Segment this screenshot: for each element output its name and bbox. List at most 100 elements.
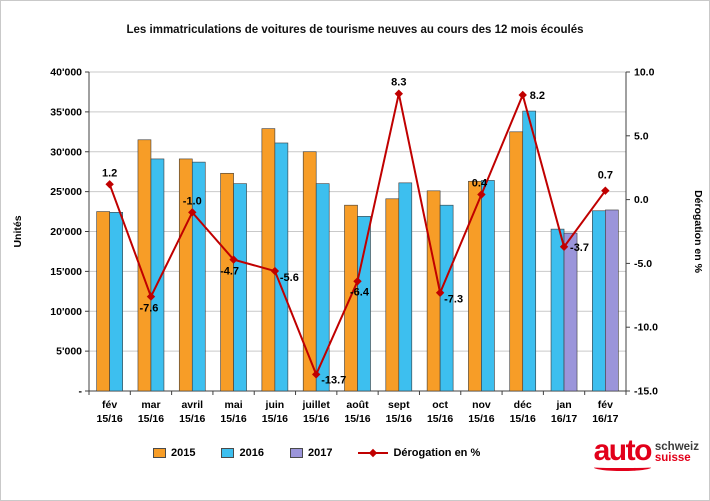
left-axis-title: Unités xyxy=(12,215,24,247)
legend-swatch-2017 xyxy=(289,448,303,458)
logo-underline-swoosh xyxy=(593,466,651,471)
category-label-period: 15/16 xyxy=(220,413,246,425)
bar-2016 xyxy=(315,183,330,392)
right-tick-label: -5.0 xyxy=(634,258,652,270)
left-tick-label: - xyxy=(79,386,83,398)
left-tick-label: 25'000 xyxy=(50,186,82,198)
line-data-label: -7.6 xyxy=(139,303,158,315)
bar-2016 xyxy=(274,142,289,392)
logo-schweiz: schweiz xyxy=(654,441,699,453)
category-label-period: 15/16 xyxy=(386,413,412,425)
legend-line-marker xyxy=(358,448,389,458)
category-label-month: juillet xyxy=(301,399,330,411)
logo-word-wrap: auto xyxy=(593,434,653,471)
diamond-marker xyxy=(477,190,486,199)
left-tick-label: 35'000 xyxy=(50,106,82,118)
bar-2016 xyxy=(481,180,495,392)
line-data-label: -1.0 xyxy=(183,195,202,207)
diamond-marker xyxy=(146,292,156,301)
legend-item-2016: 2016 xyxy=(221,447,264,459)
left-tick-label: 5'000 xyxy=(56,346,82,358)
auto-schweiz-logo: auto schweiz suisse xyxy=(593,434,699,471)
bar-2016 xyxy=(522,110,537,392)
category-label-period: 15/16 xyxy=(138,413,164,425)
bar-2016 xyxy=(398,182,413,392)
legend-swatch-2015 xyxy=(153,448,166,458)
legend-label: 2016 xyxy=(239,447,264,459)
diamond-marker xyxy=(188,208,197,217)
right-tick-label: 10.0 xyxy=(634,67,655,79)
diamond-marker xyxy=(105,180,114,189)
left-tick-label: 30'000 xyxy=(50,146,82,158)
category-label-month: fév xyxy=(102,399,117,411)
category-label-period: 15/16 xyxy=(97,413,123,425)
category-label-period: 15/16 xyxy=(427,413,453,425)
bar-2016 xyxy=(439,204,454,392)
bar-2015 xyxy=(261,128,276,392)
bar-2015 xyxy=(302,151,317,392)
left-tick-label: 20'000 xyxy=(50,226,82,238)
diamond-marker xyxy=(311,370,321,379)
logo-side-text: schweiz suisse xyxy=(655,437,699,464)
category-label-month: mar xyxy=(141,399,160,411)
legend-item-derogation: Dérogation en % xyxy=(358,447,480,459)
right-tick-label: 5.0 xyxy=(634,130,649,142)
left-tick-label: 40'000 xyxy=(50,67,82,79)
category-label-month: avril xyxy=(181,399,203,411)
right-tick-label: -10.0 xyxy=(634,322,658,334)
category-label-month: jan xyxy=(555,399,571,411)
bar-2015 xyxy=(509,131,524,392)
logo-word: auto xyxy=(593,434,653,467)
category-label-period: 16/17 xyxy=(592,413,618,425)
line-data-label: 1.2 xyxy=(102,167,117,179)
category-label-month: déc xyxy=(514,399,532,411)
category-label-month: fév xyxy=(598,399,613,411)
category-label-period: 15/16 xyxy=(303,413,329,425)
left-tick-label: 15'000 xyxy=(50,266,82,278)
chart-title: Les immatriculations de voitures de tour… xyxy=(126,24,584,36)
bar-2015 xyxy=(178,158,193,392)
bar-2016 xyxy=(109,212,123,392)
bar-2016 xyxy=(233,183,247,392)
category-label-period: 16/17 xyxy=(551,413,577,425)
legend-label: 2015 xyxy=(171,447,196,459)
line-data-label: 0.4 xyxy=(472,177,488,189)
line-data-label: -3.7 xyxy=(570,242,589,254)
category-label-month: mai xyxy=(225,399,243,411)
diamond-marker xyxy=(559,242,569,252)
right-tick-label: 0.0 xyxy=(634,194,649,206)
diamond-marker xyxy=(394,89,404,98)
bar-2015 xyxy=(96,211,110,392)
category-label-month: août xyxy=(346,399,369,411)
category-label-period: 15/16 xyxy=(468,413,494,425)
category-label-period: 15/16 xyxy=(262,413,288,425)
left-tick-label: 10'000 xyxy=(50,306,82,318)
line-data-label: 0.7 xyxy=(598,170,613,182)
bar-2015 xyxy=(468,180,482,392)
line-data-label: 8.3 xyxy=(391,77,406,89)
bar-2015 xyxy=(385,198,400,392)
legend-label: 2017 xyxy=(307,447,333,459)
category-label-period: 15/16 xyxy=(344,413,370,425)
category-label-month: sept xyxy=(388,399,410,411)
bar-2017 xyxy=(605,209,619,392)
legend-label: Dérogation en % xyxy=(393,447,481,459)
bar-2016 xyxy=(592,210,606,392)
right-axis-title: Dérogation en % xyxy=(692,190,704,274)
diamond-marker xyxy=(435,288,445,297)
diamond-marker xyxy=(270,266,280,276)
category-label-period: 15/16 xyxy=(179,413,205,425)
bar-2015 xyxy=(220,172,234,392)
bar-2016 xyxy=(150,158,165,392)
category-label-month: juin xyxy=(265,399,285,411)
line-data-label: -6.4 xyxy=(350,286,370,298)
legend-item-2015: 2015 xyxy=(153,447,195,459)
line-data-label: -4.7 xyxy=(220,266,239,278)
category-label-month: oct xyxy=(432,399,448,411)
legend-swatch-2016 xyxy=(221,448,235,458)
category-label-month: nov xyxy=(472,399,491,411)
line-data-label: -7.3 xyxy=(444,294,463,306)
bar-2016 xyxy=(357,216,371,392)
diamond-marker xyxy=(229,255,238,264)
